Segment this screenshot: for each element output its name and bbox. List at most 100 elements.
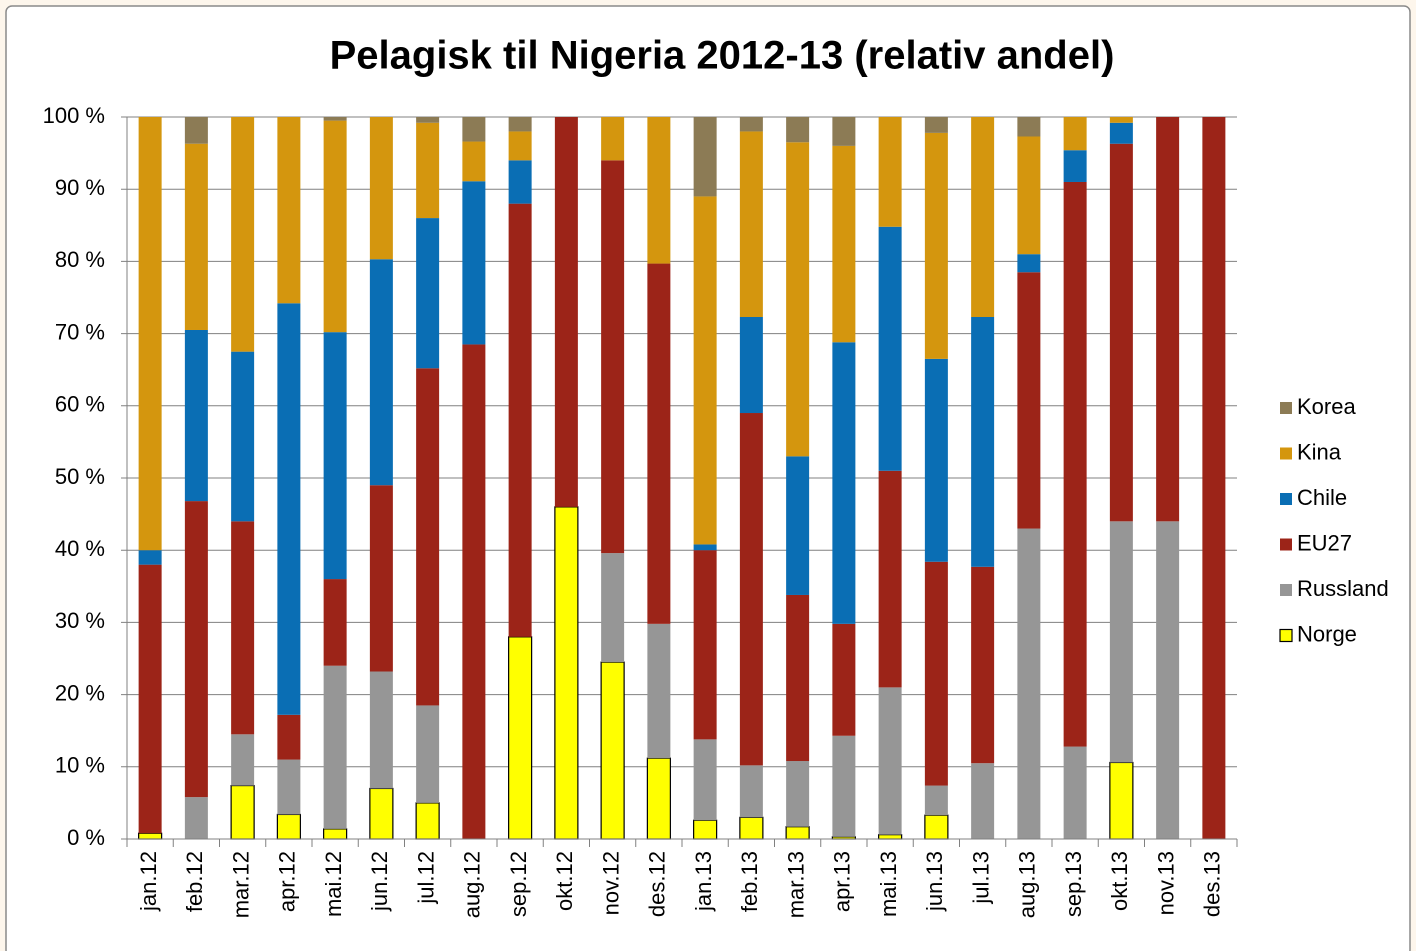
legend-label: Norge [1297,621,1357,646]
bar-segment [878,687,902,835]
bar-segment [786,142,810,457]
bar-segment [1017,254,1041,273]
x-tick-label: jun.13 [922,851,947,912]
bar-segment [832,117,856,146]
bar-segment [462,344,486,839]
bar-segment [924,785,948,816]
bar-segment [786,456,810,595]
bar-segment [647,263,671,624]
bar-segment [184,329,208,502]
bar-segment [231,117,255,352]
bar-segment [971,316,995,567]
legend-label: EU27 [1297,530,1352,555]
bar-segment [832,145,856,343]
bar-segment [508,117,532,132]
y-tick-label: 80 % [55,247,105,272]
bar-segment [878,470,902,688]
bar-segment [1156,117,1180,522]
bar-segment [230,784,255,840]
bar-segment [693,196,717,545]
bar-segment [785,826,810,840]
bar-segment [647,623,671,759]
bar-segment [508,160,532,204]
bar-segment [277,303,301,715]
bar-segment [369,117,393,260]
bar-segment [323,579,347,666]
bar-segment [369,787,394,840]
bar-segment [971,763,995,839]
bar-segment [462,117,486,142]
legend-swatch [1280,584,1292,596]
bar-segment [924,814,949,840]
bar-segment [416,218,440,369]
bar-segment [508,203,532,637]
legend-label: Chile [1297,485,1347,510]
x-tick-label: jun.12 [367,851,392,912]
bar-segment [647,117,671,264]
x-tick-label: mai.12 [321,851,346,917]
y-tick-label: 30 % [55,608,105,633]
bar-segment [416,122,440,219]
bar-segment [277,714,301,760]
bar-segment [323,828,348,840]
bar-segment [277,759,301,815]
bar-segment [369,485,393,672]
y-tick-label: 20 % [55,680,105,705]
bar-segment [601,117,625,161]
bar-segment [786,761,810,827]
bar-segment [1109,122,1133,144]
bar-segment [739,765,763,818]
bar-segment [138,564,162,834]
bar-segment [1017,136,1041,255]
bar-segment [693,550,717,740]
y-tick-label: 70 % [55,319,105,344]
x-tick-label: jul.12 [413,851,438,905]
bar-segment [276,813,301,840]
bar-segment [646,757,671,840]
legend-label: Russland [1297,576,1389,601]
bar-segment [323,120,347,333]
bar-segment [1063,150,1087,182]
legend-swatch [1280,402,1292,414]
bar-segment [739,117,763,132]
legend-swatch [1280,538,1292,551]
x-tick-label: nov.13 [1153,851,1178,915]
bar-segment [138,550,162,565]
y-tick-label: 50 % [55,464,105,489]
x-tick-label: jan.12 [136,851,161,912]
bar-segment [924,358,948,562]
bar-segment [693,544,717,551]
bar-segment [600,661,625,840]
x-tick-label: apr.12 [275,851,300,912]
bar-segment [739,131,763,317]
bar-segment [1063,746,1087,839]
bar-segment [277,117,301,304]
x-tick-label: okt.13 [1107,851,1132,911]
bar-segment [693,117,717,197]
bar-segment [369,259,393,486]
bar-segment [323,332,347,580]
bar-segment [554,117,578,507]
bar-segment [554,506,579,840]
legend-swatch [1280,493,1292,505]
bar-segment [1063,117,1087,151]
y-tick-label: 60 % [55,392,105,417]
bar-segment [739,413,763,766]
bar-segment [693,739,717,821]
bar-segment [508,131,532,161]
bar-segment [878,834,903,840]
bar-segment [415,802,440,840]
bar-segment [416,117,440,123]
bar-segment [1109,143,1133,522]
x-tick-label: feb.13 [737,851,762,912]
bar-segment [462,181,486,345]
bar-segment [1017,272,1041,529]
x-tick-label: nov.12 [598,851,623,915]
bar-segment [739,316,763,414]
x-tick-label: sep.12 [506,851,531,917]
chart-title: Pelagisk til Nigeria 2012-13 (relativ an… [330,34,1115,78]
bar-segment [924,561,948,786]
x-tick-label: okt.12 [552,851,577,911]
bar-segment [1202,117,1226,839]
